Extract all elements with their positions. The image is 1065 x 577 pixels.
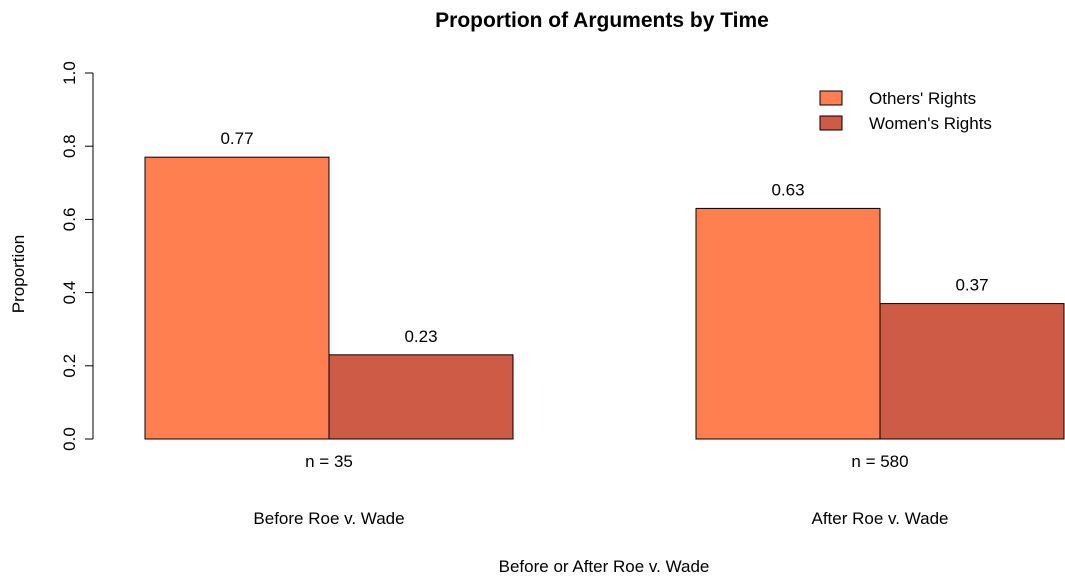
legend-swatch xyxy=(819,90,843,106)
sample-size-label: n = 580 xyxy=(851,452,908,471)
category-label: Before Roe v. Wade xyxy=(253,509,404,528)
category-label: After Roe v. Wade xyxy=(812,509,949,528)
y-tick-label: 1.0 xyxy=(60,61,79,85)
bar xyxy=(879,303,1065,440)
y-tick-label: 0.2 xyxy=(60,354,79,378)
x-axis-label: Before or After Roe v. Wade xyxy=(499,557,710,576)
y-tick-label: 0.8 xyxy=(60,134,79,158)
y-tick-label: 0.4 xyxy=(60,281,79,305)
bar xyxy=(695,207,881,440)
bar-value-label: 0.63 xyxy=(771,180,804,199)
chart-title: Proportion of Arguments by Time xyxy=(435,9,769,32)
bar xyxy=(328,354,514,440)
bar-value-label: 0.37 xyxy=(955,276,988,295)
sample-size-label: n = 35 xyxy=(305,452,353,471)
legend: Others' Rights Women's Rights xyxy=(819,89,992,133)
y-tick-label: 0.0 xyxy=(60,427,79,451)
legend-swatch xyxy=(819,115,843,131)
y-axis-label: Proportion xyxy=(9,235,28,313)
bar xyxy=(144,156,330,440)
bar-value-label: 0.77 xyxy=(220,129,253,148)
y-tick-label: 0.6 xyxy=(60,208,79,232)
bar-groups: 0.77 0.23 n = 35 Before Roe v. Wade 0.63 0.37… xyxy=(144,129,1065,528)
bar-value-label: 0.23 xyxy=(404,327,437,346)
legend-label: Women's Rights xyxy=(869,114,992,133)
legend-label: Others' Rights xyxy=(869,89,976,108)
y-axis-ticks: 0.0 0.2 0.4 0.6 0.8 1.0 xyxy=(60,61,93,451)
